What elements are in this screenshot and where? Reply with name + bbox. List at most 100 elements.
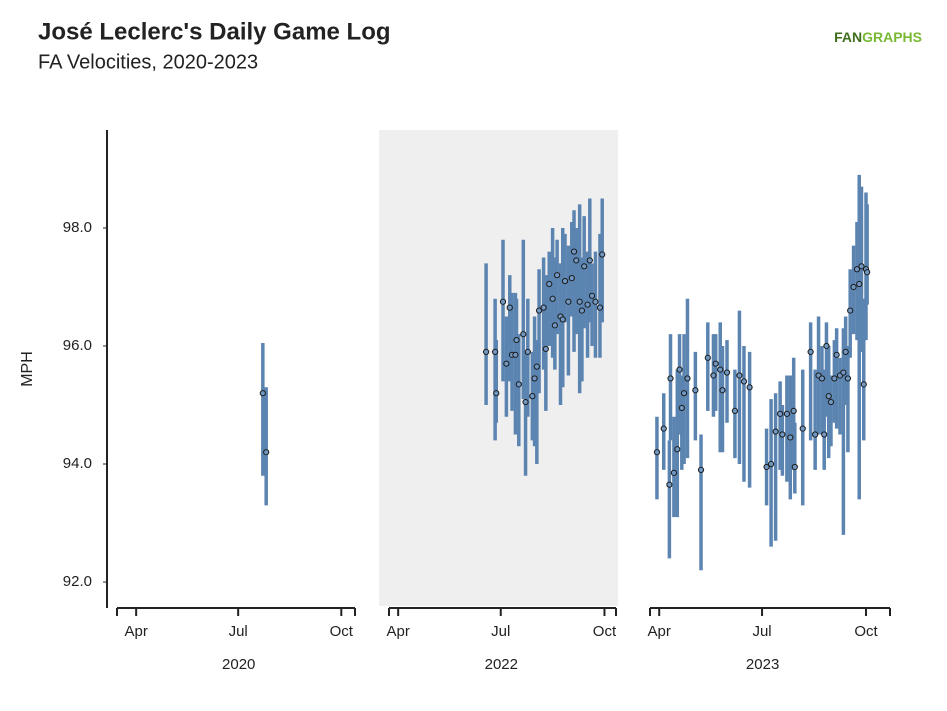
- point: [592, 298, 599, 305]
- point: [821, 431, 828, 438]
- point: [482, 348, 490, 355]
- point: [799, 425, 806, 432]
- point: [506, 304, 513, 311]
- point: [697, 466, 705, 474]
- point: [670, 469, 678, 476]
- point: [551, 322, 558, 329]
- point: [676, 366, 683, 373]
- point: [791, 463, 798, 471]
- point: [833, 351, 840, 358]
- point: [515, 381, 522, 388]
- y-tick-label: 96.0: [63, 337, 92, 354]
- point: [767, 460, 775, 468]
- point: [678, 404, 685, 412]
- point: [850, 283, 857, 291]
- point: [674, 446, 681, 453]
- point: [542, 345, 549, 353]
- point: [531, 375, 538, 382]
- y-tick-label: 94.0: [63, 455, 92, 472]
- point: [576, 298, 583, 305]
- point: [746, 384, 753, 391]
- point: [717, 366, 724, 373]
- point: [818, 375, 826, 382]
- y-tick-label: 92.0: [63, 573, 92, 590]
- point: [853, 266, 861, 273]
- point: [259, 390, 266, 397]
- point: [844, 375, 852, 382]
- point: [787, 434, 794, 441]
- x-tick-label: Jul: [752, 623, 771, 640]
- point: [535, 307, 543, 314]
- point: [588, 292, 596, 299]
- point: [740, 378, 748, 385]
- chart-subtitle: FA Velocities, 2020-2023: [38, 51, 258, 73]
- point: [546, 280, 553, 288]
- point: [549, 295, 556, 302]
- point: [840, 369, 847, 376]
- point: [812, 431, 819, 438]
- x-tick-label: Jul: [491, 623, 510, 640]
- y-tick-label: 98.0: [63, 219, 92, 236]
- point: [847, 307, 854, 314]
- point: [263, 449, 270, 456]
- brand-part: FAN: [834, 29, 862, 45]
- point: [503, 360, 510, 367]
- point: [559, 316, 566, 323]
- point: [719, 387, 726, 394]
- point: [524, 348, 531, 355]
- point: [712, 360, 719, 367]
- point: [842, 348, 849, 355]
- point: [492, 348, 499, 355]
- x-tick-label: Oct: [854, 623, 878, 640]
- point: [581, 263, 588, 270]
- point: [660, 425, 667, 432]
- y-axis-label: MPH: [19, 351, 36, 387]
- point: [680, 390, 688, 397]
- point: [783, 410, 791, 417]
- point: [704, 354, 711, 361]
- point: [731, 407, 739, 414]
- point: [777, 410, 784, 417]
- x-tick-label: Apr: [124, 623, 147, 640]
- point: [499, 298, 507, 305]
- brand-part: GRAPHS: [862, 29, 922, 45]
- point: [823, 342, 830, 350]
- point: [710, 372, 717, 379]
- point: [561, 277, 569, 285]
- x-tick-label: Oct: [593, 623, 617, 640]
- point: [596, 304, 604, 311]
- x-tick-label: Apr: [386, 623, 409, 640]
- point: [772, 428, 779, 435]
- panel-label: 2023: [746, 656, 779, 673]
- point: [666, 481, 673, 488]
- point: [779, 431, 786, 438]
- point: [763, 463, 770, 471]
- point: [568, 275, 575, 282]
- point: [570, 248, 578, 255]
- point: [860, 381, 867, 388]
- point: [856, 280, 863, 288]
- point: [554, 272, 561, 279]
- point: [736, 372, 743, 379]
- point: [831, 375, 838, 382]
- chart-title: José Leclerc's Daily Game Log: [38, 18, 391, 45]
- point: [540, 304, 547, 311]
- point: [533, 363, 540, 370]
- point: [573, 257, 580, 264]
- point: [807, 348, 814, 355]
- point: [522, 398, 529, 406]
- point: [513, 336, 520, 344]
- x-tick-label: Oct: [330, 623, 354, 640]
- x-tick-label: Jul: [229, 623, 248, 640]
- point: [529, 393, 536, 400]
- x-tick-label: Apr: [648, 623, 671, 640]
- point: [653, 449, 661, 456]
- point: [512, 351, 519, 358]
- point: [667, 375, 674, 382]
- point: [565, 298, 572, 305]
- point: [858, 263, 865, 270]
- brand-logo: FANGRAPHS: [834, 29, 922, 45]
- point: [586, 257, 593, 264]
- panel-label: 2022: [485, 656, 518, 673]
